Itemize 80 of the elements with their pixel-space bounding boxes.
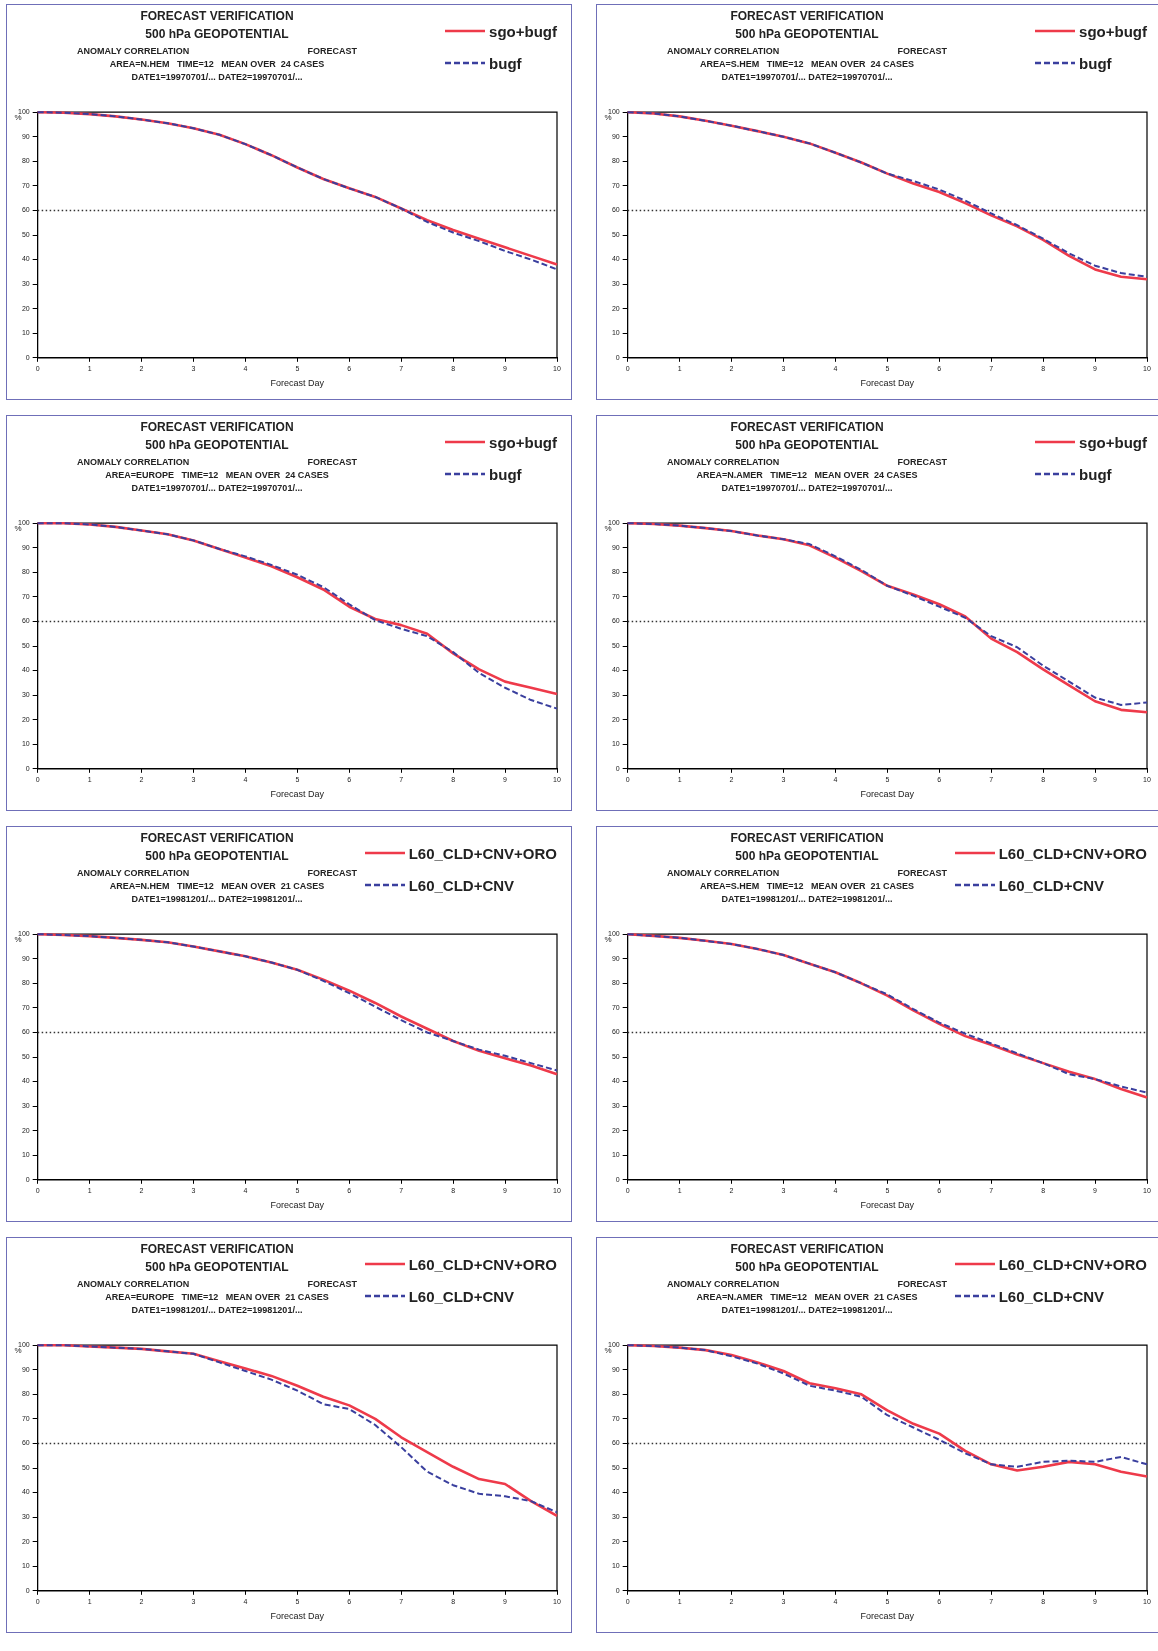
text: ANOMALY CORRELATION — [77, 45, 190, 58]
text: FORECAST — [307, 456, 357, 469]
text: DATE1=19981201/... DATE2=19981201/... — [720, 893, 894, 906]
legend-label: sgo+bugf — [489, 433, 557, 451]
chart-title: FORECAST VERIFICATION — [139, 1242, 295, 1256]
chart-title: FORECAST VERIFICATION — [729, 420, 885, 434]
text: AREA=S.HEM TIME=12 MEAN OVER 21 CASES — [698, 880, 916, 893]
chart-title: FORECAST VERIFICATION — [139, 831, 295, 845]
legend-label: bugf — [1079, 465, 1112, 483]
x-axis-title: Forecast Day — [860, 378, 915, 389]
chart-subtitle: 500 hPa GEOPOTENTIAL — [734, 438, 880, 452]
text: AREA=N.HEM TIME=12 MEAN OVER 24 CASES — [108, 58, 326, 71]
legend-label: L60_CLD+CNV+ORO — [998, 1255, 1147, 1273]
text: AREA=S.HEM TIME=12 MEAN OVER 24 CASES — [698, 58, 916, 71]
text: DATE1=19981201/... DATE2=19981201/... — [130, 893, 304, 906]
legend-label: L60_CLD+CNV — [998, 1287, 1105, 1305]
legend-label: bugf — [489, 465, 522, 483]
legend-label: L60_CLD+CNV — [408, 876, 515, 894]
text: ANOMALY CORRELATION — [77, 1278, 190, 1291]
x-axis-title: Forecast Day — [860, 1200, 915, 1211]
text: FORECAST — [897, 867, 947, 880]
legend-label: L60_CLD+CNV+ORO — [408, 844, 557, 862]
text: FORECAST — [897, 1278, 947, 1291]
text: ANOMALY CORRELATION — [667, 456, 780, 469]
chart-subtitle: 500 hPa GEOPOTENTIAL — [734, 1260, 880, 1274]
chart-title: FORECAST VERIFICATION — [729, 9, 885, 23]
text: DATE1=19970701/... DATE2=19970701/... — [720, 482, 894, 495]
legend-label: bugf — [489, 54, 522, 72]
text: DATE1=19981201/... DATE2=19981201/... — [130, 1304, 304, 1317]
chart-title: FORECAST VERIFICATION — [729, 831, 885, 845]
text: ANOMALY CORRELATION — [77, 456, 190, 469]
text: ANOMALY CORRELATION — [667, 1278, 780, 1291]
text: ANOMALY CORRELATION — [77, 867, 190, 880]
text: AREA=N.AMER TIME=12 MEAN OVER 24 CASES — [695, 469, 919, 482]
text: DATE1=19970701/... DATE2=19970701/... — [130, 482, 304, 495]
chart-title: FORECAST VERIFICATION — [139, 9, 295, 23]
text: FORECAST — [307, 867, 357, 880]
y-axis-title: % — [604, 113, 612, 123]
text: AREA=EUROPE TIME=12 MEAN OVER 21 CASES — [104, 1291, 330, 1304]
legend-label: bugf — [1079, 54, 1112, 72]
chart-subtitle: 500 hPa GEOPOTENTIAL — [734, 849, 880, 863]
x-axis-title: Forecast Day — [860, 1611, 915, 1622]
chart-title: FORECAST VERIFICATION — [139, 420, 295, 434]
x-axis-title: Forecast Day — [270, 789, 325, 800]
text: DATE1=19981201/... DATE2=19981201/... — [720, 1304, 894, 1317]
chart-subtitle: 500 hPa GEOPOTENTIAL — [144, 27, 290, 41]
legend-label: L60_CLD+CNV — [998, 876, 1105, 894]
text: AREA=N.AMER TIME=12 MEAN OVER 21 CASES — [695, 1291, 919, 1304]
text: FORECAST — [307, 45, 357, 58]
text: FORECAST — [307, 1278, 357, 1291]
text: AREA=N.HEM TIME=12 MEAN OVER 21 CASES — [108, 880, 326, 893]
text: DATE1=19970701/... DATE2=19970701/... — [720, 71, 894, 84]
y-axis-title: % — [604, 1346, 612, 1356]
text: FORECAST — [897, 456, 947, 469]
text: ANOMALY CORRELATION — [667, 867, 780, 880]
y-axis-title: % — [604, 524, 612, 534]
x-axis-title: Forecast Day — [270, 378, 325, 389]
text: ANOMALY CORRELATION — [667, 45, 780, 58]
legend-label: sgo+bugf — [1079, 22, 1147, 40]
legend-label: L60_CLD+CNV — [408, 1287, 515, 1305]
y-axis-title: % — [14, 935, 22, 945]
legend-label: L60_CLD+CNV+ORO — [408, 1255, 557, 1273]
legend-label: sgo+bugf — [1079, 433, 1147, 451]
text: AREA=EUROPE TIME=12 MEAN OVER 24 CASES — [104, 469, 330, 482]
chart-subtitle: 500 hPa GEOPOTENTIAL — [144, 438, 290, 452]
y-axis-title: % — [14, 113, 22, 123]
legend-label: L60_CLD+CNV+ORO — [998, 844, 1147, 862]
x-axis-title: Forecast Day — [860, 789, 915, 800]
x-axis-title: Forecast Day — [270, 1611, 325, 1622]
y-axis-title: % — [14, 524, 22, 534]
y-axis-title: % — [604, 935, 612, 945]
x-axis-title: Forecast Day — [270, 1200, 325, 1211]
text: DATE1=19970701/... DATE2=19970701/... — [130, 71, 304, 84]
text: FORECAST — [897, 45, 947, 58]
legend-label: sgo+bugf — [489, 22, 557, 40]
chart-subtitle: 500 hPa GEOPOTENTIAL — [144, 1260, 290, 1274]
chart-title: FORECAST VERIFICATION — [729, 1242, 885, 1256]
chart-subtitle: 500 hPa GEOPOTENTIAL — [144, 849, 290, 863]
y-axis-title: % — [14, 1346, 22, 1356]
chart-subtitle: 500 hPa GEOPOTENTIAL — [734, 27, 880, 41]
